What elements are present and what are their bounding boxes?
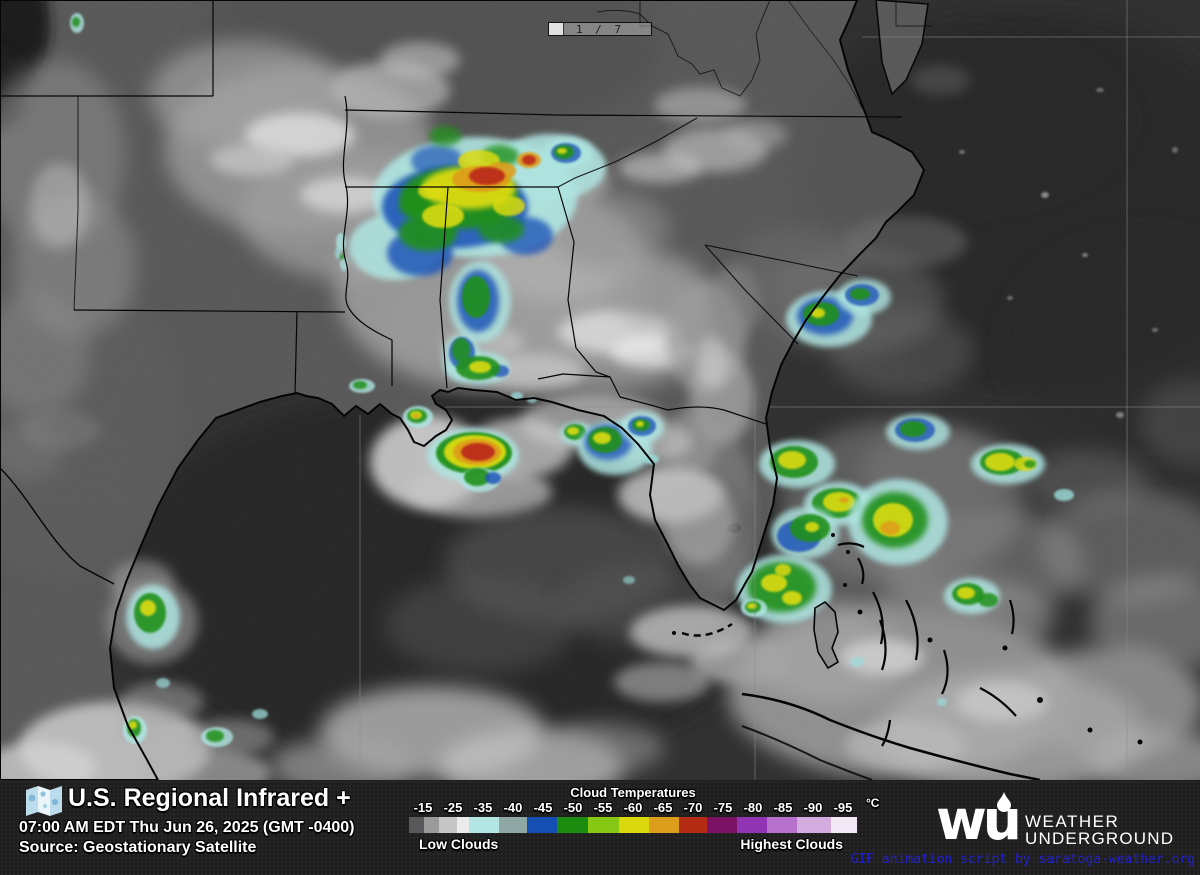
- legend-segment: [499, 817, 527, 833]
- cloud-temperature-legend: Cloud Temperatures -15 -25 -35 -40 -45 -50 -55…: [409, 780, 879, 875]
- legend-tick-label: -45: [533, 800, 553, 815]
- folded-map-icon: [26, 786, 62, 816]
- legend-segment: [409, 817, 424, 833]
- legend-title: Cloud Temperatures: [570, 785, 696, 800]
- low-clouds-label: Low Clouds: [419, 836, 499, 852]
- legend-segment: [767, 817, 797, 833]
- legend-tick-label: -90: [803, 800, 823, 815]
- legend-segment: [457, 817, 469, 833]
- legend-segment: [649, 817, 679, 833]
- timestamp: 07:00 AM EDT Thu Jun 26, 2025 (GMT -0400…: [19, 819, 355, 836]
- legend-tick-label: -15: [413, 800, 433, 815]
- legend-segment: [439, 817, 457, 833]
- highest-clouds-label: Highest Clouds: [740, 836, 843, 852]
- legend-tick-label: -95: [833, 800, 853, 815]
- brand-name-line2: UNDERGROUND: [1025, 829, 1175, 848]
- credit-line: GIF animation script by saratoga-weather…: [850, 852, 1195, 867]
- legend-unit: °C: [866, 796, 880, 810]
- satellite-map-canvas: [0, 0, 1200, 780]
- animation-frame-progress: 1 / 7: [548, 22, 652, 36]
- legend-segment: [619, 817, 649, 833]
- legend-segment: [527, 817, 557, 833]
- legend-segment: [557, 817, 588, 833]
- legend-segment: [707, 817, 737, 833]
- legend-tick-label: -25: [443, 800, 463, 815]
- legend-color-strip: [409, 817, 857, 833]
- legend-tick-label: -35: [473, 800, 493, 815]
- legend-tick-label: -80: [743, 800, 763, 815]
- legend-segment: [831, 817, 857, 833]
- legend-tick-label: -50: [563, 800, 583, 815]
- legend-tick-label: -55: [593, 800, 613, 815]
- legend-tick-label: -70: [683, 800, 703, 815]
- legend-tick-label: -85: [773, 800, 793, 815]
- satellite-grain-overlay: [0, 0, 1200, 780]
- page-title: U.S. Regional Infrared +: [68, 784, 351, 812]
- legend-segment: [469, 817, 499, 833]
- legend-tick-label: -65: [653, 800, 673, 815]
- legend-tick-row: -15 -25 -35 -40 -45 -50 -55 -60 -65 -70 -75 -80 -85-…: [409, 800, 857, 815]
- legend-tick-label: -40: [503, 800, 523, 815]
- source-label: Source: Geostationary Satellite: [19, 839, 257, 856]
- frame-progress-label: 1 / 7: [575, 23, 625, 36]
- satellite-map: 1 / 7: [0, 0, 1200, 780]
- legend-tick-label: -75: [713, 800, 733, 815]
- info-bar: U.S. Regional Infrared + 07:00 AM EDT Th…: [0, 780, 1200, 875]
- legend-segment: [588, 817, 619, 833]
- legend-segment: [679, 817, 707, 833]
- legend-segment: [797, 817, 831, 833]
- frame-progress-fill: [549, 23, 564, 35]
- legend-tick-label: -60: [623, 800, 643, 815]
- legend-segment: [424, 817, 439, 833]
- legend-segment: [737, 817, 767, 833]
- brand-name-line1: WEATHER: [1025, 812, 1120, 831]
- droplet-icon: [997, 792, 1011, 812]
